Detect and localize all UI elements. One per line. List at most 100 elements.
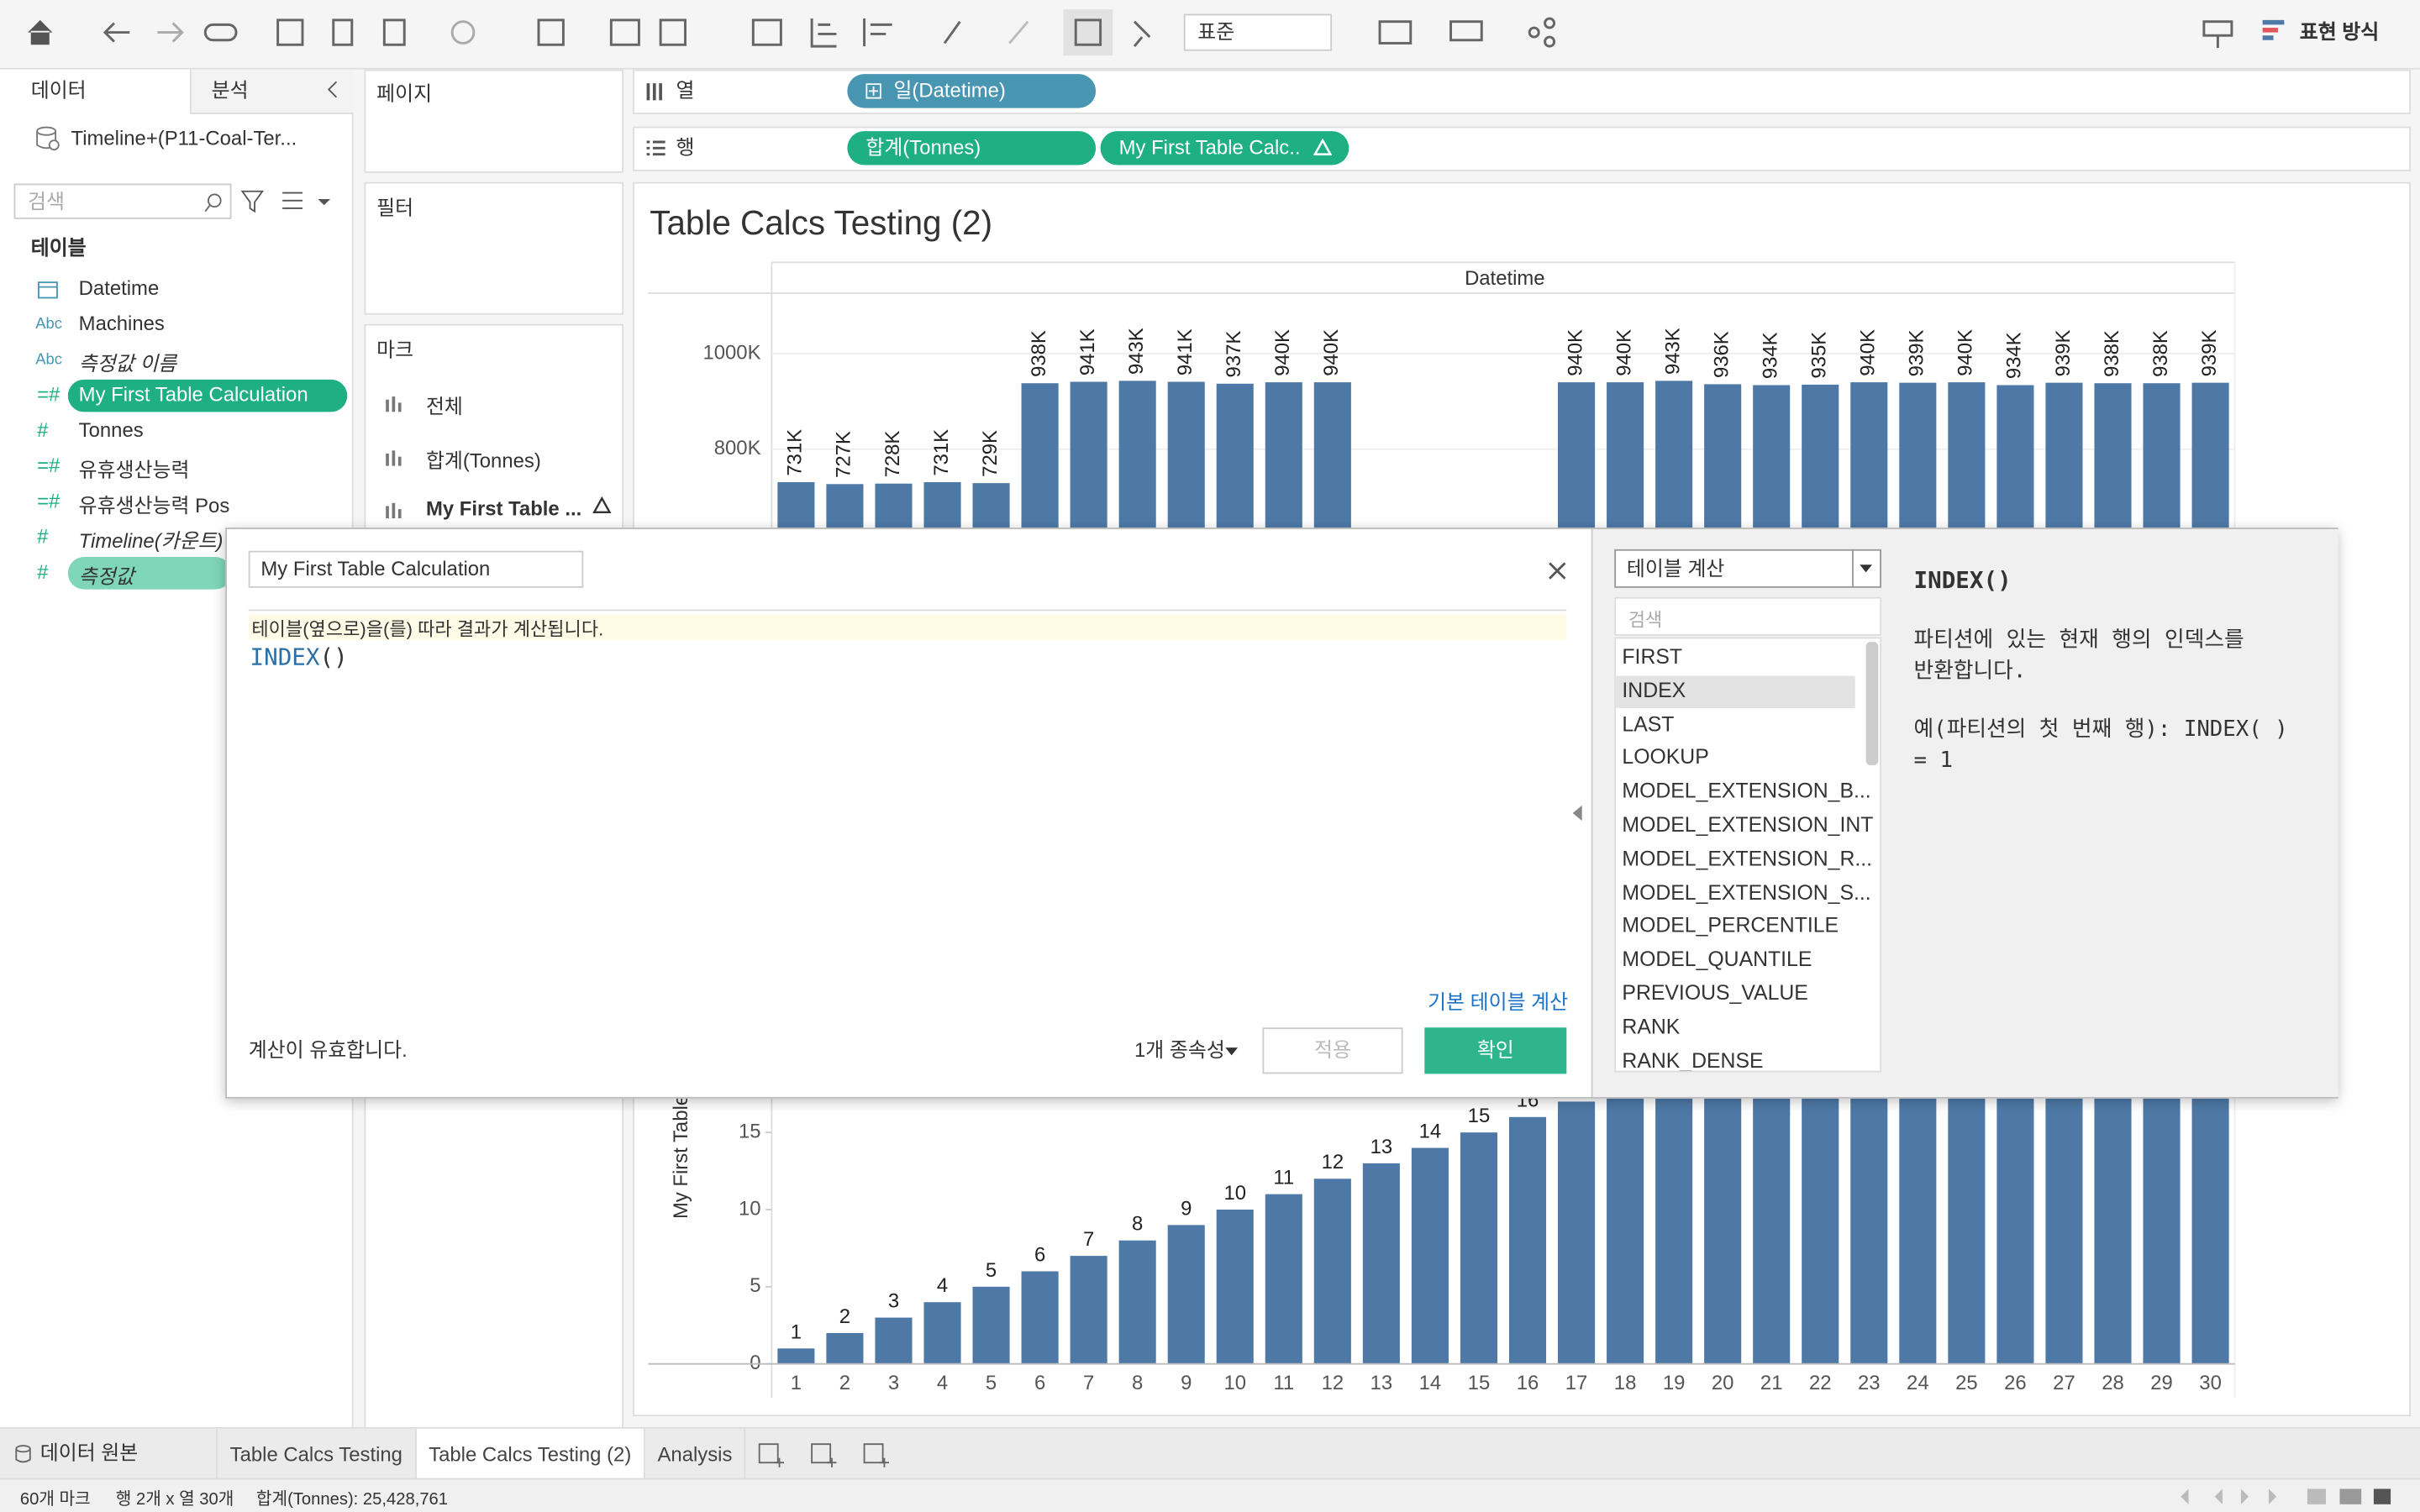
category-dropdown[interactable]: 테이블 계산 <box>1614 549 1881 588</box>
help-example: 예(파티션의 첫 번째 행): INDEX( ) <box>1913 717 2288 743</box>
format-label: 표준 <box>1197 19 1235 44</box>
sheet-tab[interactable]: Analysis <box>645 1428 746 1480</box>
field[interactable]: =# 유휴생산능력 Pos <box>0 486 352 519</box>
new-story-button[interactable] <box>851 1429 903 1480</box>
field-highlight <box>67 557 232 590</box>
data-label: 940K <box>1857 329 1880 376</box>
apply-button[interactable]: 적용 <box>1262 1027 1403 1074</box>
function-item[interactable]: MODEL_EXTENSION_S... <box>1616 877 1870 910</box>
analysis-tab[interactable]: 분석 <box>189 69 354 114</box>
field-name: Tonnes <box>78 417 144 442</box>
bar <box>1265 1194 1302 1364</box>
icon-bar <box>397 509 402 519</box>
function-item[interactable]: MODEL_EXTENSION_B... <box>1616 776 1870 809</box>
field[interactable]: # 측정값 <box>0 557 352 590</box>
row-pill[interactable]: 합계(Tonnes) <box>847 131 1097 165</box>
function-item[interactable]: MODEL_EXTENSION_INT <box>1616 810 1873 843</box>
function-name: RANK <box>1622 1015 1681 1038</box>
function-item[interactable]: MODEL_QUANTILE <box>1616 944 1855 977</box>
rows-icon <box>646 140 666 156</box>
x-tick-label: 26 <box>2004 1372 2027 1394</box>
function-name: LAST <box>1622 711 1675 736</box>
field[interactable]: Abc 측정값 이름 <box>0 344 352 377</box>
x-tick-label: 15 <box>1468 1372 1491 1394</box>
column-header: Datetime <box>1465 267 1544 290</box>
bar <box>1607 1086 1644 1364</box>
function-item[interactable]: FIRST <box>1616 642 1855 675</box>
x-tick-label: 28 <box>2102 1372 2124 1394</box>
pages-card: 페이지 <box>364 69 624 173</box>
icon-bar <box>386 454 389 466</box>
function-item[interactable]: LOOKUP <box>1616 743 1855 775</box>
data-source-tab[interactable]: 데이터 원본 <box>0 1428 218 1480</box>
function-name: LOOKUP <box>1622 745 1709 769</box>
field[interactable]: =# 유휴생산능력 <box>0 450 352 483</box>
table-calc-icon <box>1313 139 1333 155</box>
show-me[interactable]: 표현 방식 <box>2299 19 2380 44</box>
mark-type-icon <box>386 502 402 519</box>
mark-item[interactable]: 합계(Tonnes) <box>425 449 541 473</box>
mark-item[interactable]: 전체 <box>425 395 463 418</box>
data-source[interactable]: Timeline+(P11-Coal-Ter... <box>71 126 297 150</box>
function-item[interactable]: LAST <box>1616 709 1855 742</box>
data-label: 728K <box>881 431 904 478</box>
function-item[interactable]: MODEL_EXTENSION_R... <box>1616 843 1872 876</box>
bar <box>1216 1210 1254 1364</box>
data-label: 936K <box>1710 331 1733 378</box>
status-item: 합계(Tonnes): 25,428,761 <box>255 1490 449 1509</box>
function-item[interactable]: MODEL_PERCENTILE <box>1616 911 1855 943</box>
data-label: 8 <box>1132 1213 1143 1236</box>
format-dropdown[interactable]: 표준 <box>1183 13 1333 51</box>
sheet-tab[interactable]: Table Calcs Testing <box>218 1428 417 1480</box>
data-label: 11 <box>1273 1167 1294 1189</box>
hint-bar: 테이블(옆으로)을(를) 따라 결과가 계산됩니다. <box>248 614 1567 641</box>
separator <box>248 609 1567 612</box>
icon-bar <box>386 506 389 519</box>
formula[interactable]: INDEX() <box>250 643 348 671</box>
tab-label: Analysis <box>657 1442 733 1466</box>
function-item[interactable]: RANK <box>1616 1012 1855 1045</box>
field-name: 측정값 <box>78 564 134 588</box>
new-dashboard-button[interactable] <box>798 1429 850 1480</box>
field[interactable]: Datetime <box>0 273 352 306</box>
function-item[interactable]: INDEX <box>1616 675 1855 708</box>
close-button[interactable] <box>1546 560 1568 582</box>
search-box[interactable]: 검색 <box>13 183 232 219</box>
name-input[interactable]: My First Table Calculation <box>248 550 584 588</box>
data-label: 940K <box>1954 329 1977 376</box>
y-tick-label: 1000K <box>703 341 761 364</box>
x-tick-label: 22 <box>1809 1372 1832 1394</box>
field-name: Machines <box>78 312 165 335</box>
new-sheet-button[interactable] <box>746 1429 798 1480</box>
field[interactable]: # Timeline(카운트) <box>0 522 352 554</box>
data-label: 938K <box>2101 330 2123 377</box>
x-tick-label: 7 <box>1083 1372 1094 1394</box>
column-pill[interactable]: 일(Datetime) <box>847 74 1097 108</box>
function-item[interactable]: PREVIOUS_VALUE <box>1616 978 1855 1011</box>
default-table-calc-link[interactable]: 기본 테이블 계산 <box>1428 990 1569 1014</box>
collapse-arrow[interactable] <box>1570 804 1585 822</box>
hint: 테이블(옆으로)을(를) 따라 결과가 계산됩니다. <box>251 618 604 641</box>
field-name: 유휴생산능력 <box>78 458 190 482</box>
dependencies[interactable]: 1개 종속성 <box>1134 1038 1225 1062</box>
pill-icon <box>865 83 881 99</box>
table-calc-icon <box>592 496 612 513</box>
row-pill[interactable]: My First Table Calc.. <box>1100 131 1349 165</box>
status-item: 행 2개 x 열 30개 <box>115 1490 234 1509</box>
function-item[interactable]: RANK_DENSE <box>1616 1046 1855 1070</box>
function-search[interactable]: 검색 <box>1614 596 1881 636</box>
sheet-tab[interactable]: Table Calcs Testing (2) <box>416 1428 645 1480</box>
data-label: 934K <box>1760 332 1782 379</box>
field[interactable]: Abc Machines <box>0 308 352 341</box>
field[interactable]: =# My First Table Calculation <box>0 379 352 412</box>
x-tick-label: 25 <box>1955 1372 1978 1394</box>
data-label: 939K <box>2198 329 2221 376</box>
ok-button[interactable]: 확인 <box>1424 1027 1567 1074</box>
mark-item[interactable]: My First Table ... <box>425 496 582 520</box>
data-tab[interactable]: 데이터 <box>0 70 189 116</box>
field[interactable]: # Tonnes <box>0 415 352 448</box>
icon <box>812 1443 838 1467</box>
data-label: 938K <box>2149 330 2172 377</box>
